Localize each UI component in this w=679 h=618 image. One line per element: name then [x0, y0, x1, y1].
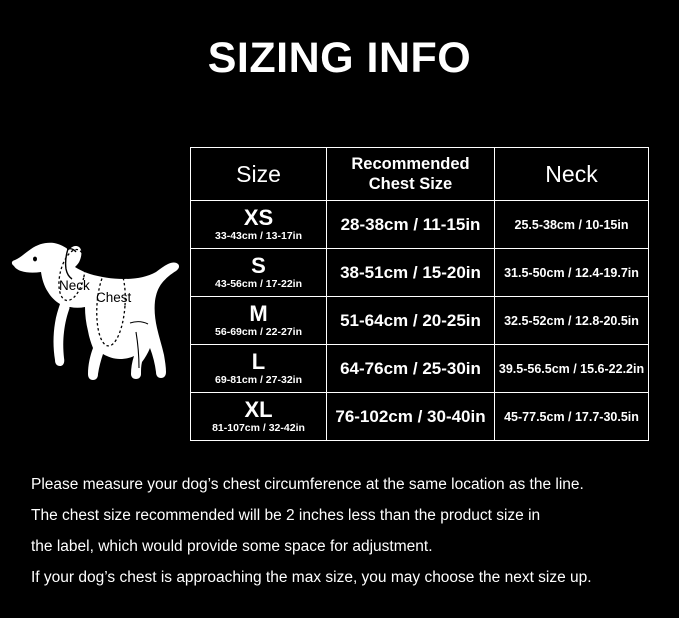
cell-size: M 56-69cm / 22-27in [190, 296, 327, 345]
dog-silhouette-illustration: Neck Chest [8, 222, 188, 402]
table-row: XL 81-107cm / 32-42in 76-102cm / 30-40in… [190, 392, 649, 441]
cell-size: XS 33-43cm / 13-17in [190, 200, 327, 249]
header-neck: Neck [494, 147, 649, 201]
header-size: Size [190, 147, 327, 201]
table-row: XS 33-43cm / 13-17in 28-38cm / 11-15in 2… [190, 200, 649, 249]
cell-chest: 76-102cm / 30-40in [326, 392, 495, 441]
cell-neck: 39.5-56.5cm / 15.6-22.2in [494, 344, 649, 393]
cell-neck: 31.5-50cm / 12.4-19.7in [494, 248, 649, 297]
size-range: 81-107cm / 32-42in [212, 422, 305, 434]
table-row: L 69-81cm / 27-32in 64-76cm / 25-30in 39… [190, 344, 649, 393]
cell-size: S 43-56cm / 17-22in [190, 248, 327, 297]
size-range: 33-43cm / 13-17in [215, 230, 302, 242]
chest-measure-line [96, 263, 126, 347]
note-line: Please measure your dog’s chest circumfe… [31, 476, 584, 493]
dog-ear-fold [66, 248, 77, 253]
dog-svg [11, 242, 180, 380]
table-body: XS 33-43cm / 13-17in 28-38cm / 11-15in 2… [190, 200, 649, 441]
chest-measure-label: Chest [96, 290, 132, 305]
size-range: 56-69cm / 22-27in [215, 326, 302, 338]
size-label: XS [243, 205, 274, 230]
header-chest-size: Recommended Chest Size [326, 147, 495, 201]
footer-notes: Please measure your dog’s chest circumfe… [31, 469, 651, 593]
dog-body-shape [11, 242, 180, 380]
cell-size: XL 81-107cm / 32-42in [190, 392, 327, 441]
cell-chest: 28-38cm / 11-15in [326, 200, 495, 249]
size-label: L [251, 349, 266, 374]
dog-eye [33, 256, 37, 262]
size-range: 43-56cm / 17-22in [215, 278, 302, 290]
cell-neck: 32.5-52cm / 12.8-20.5in [494, 296, 649, 345]
header-chest-line1: Recommended [351, 155, 470, 173]
cell-neck: 45-77.5cm / 17.7-30.5in [494, 392, 649, 441]
sizing-table: Size Recommended Chest Size Neck XS 33-4… [190, 147, 649, 441]
table-header: Size Recommended Chest Size Neck [190, 147, 649, 201]
dog-ear [64, 248, 73, 280]
note-line: the label, which would provide some spac… [31, 538, 433, 555]
table-header-row: Size Recommended Chest Size Neck [190, 147, 649, 201]
size-range: 69-81cm / 27-32in [215, 374, 302, 386]
size-label: M [249, 301, 268, 326]
table-row: S 43-56cm / 17-22in 38-51cm / 15-20in 31… [190, 248, 649, 297]
size-label: S [251, 253, 266, 278]
note-line: If your dog’s chest is approaching the m… [31, 569, 592, 586]
note-line: The chest size recommended will be 2 inc… [31, 507, 541, 524]
page-title: SIZING INFO [207, 34, 472, 82]
hindleg-contour [135, 331, 140, 369]
cell-chest: 64-76cm / 25-30in [326, 344, 495, 393]
haunch-curve [129, 321, 149, 325]
size-label: XL [244, 397, 273, 422]
neck-measure-label: Neck [59, 278, 90, 293]
cell-neck: 25.5-38cm / 10-15in [494, 200, 649, 249]
cell-chest: 38-51cm / 15-20in [326, 248, 495, 297]
cell-size: L 69-81cm / 27-32in [190, 344, 327, 393]
table-row: M 56-69cm / 22-27in 51-64cm / 20-25in 32… [190, 296, 649, 345]
header-chest-line2: Chest Size [368, 175, 453, 193]
cell-chest: 51-64cm / 20-25in [326, 296, 495, 345]
